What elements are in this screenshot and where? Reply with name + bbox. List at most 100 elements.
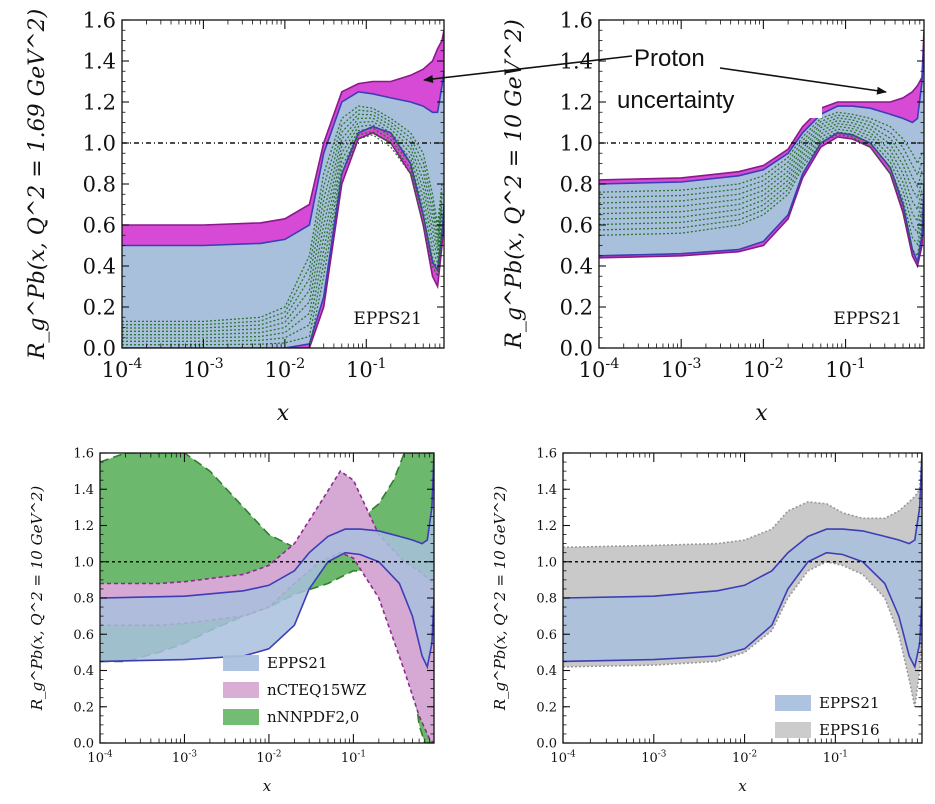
x-tick-label: 10-4: [102, 356, 143, 382]
y-tick-label: 1.2: [560, 90, 593, 114]
band-lower-epps21: [563, 551, 922, 670]
y-tick-label: 0.0: [560, 336, 593, 360]
band-lower-proton-uncertainty: [599, 136, 924, 269]
x-tick-label: 10-3: [661, 356, 702, 382]
y-tick-label: 0.8: [536, 592, 557, 607]
x-axis-label: x: [277, 401, 290, 426]
band-lower-epps21: [122, 125, 444, 348]
band-epps21: [563, 453, 922, 667]
x-tick-label: 10-2: [743, 356, 784, 382]
y-tick-label: 1.4: [83, 49, 116, 73]
band-epps16: [563, 453, 922, 707]
panel-2: 0.00.20.40.60.81.01.21.41.610-4 10-3 10-2 1…: [502, 8, 925, 426]
replica-curve: [599, 128, 923, 235]
y-tick-label: 1.0: [560, 131, 593, 155]
y-tick-label: 1.0: [536, 555, 557, 570]
replica-curve: [122, 109, 443, 326]
band-upper-epps16: [563, 453, 922, 549]
band-lower-epps16: [563, 560, 922, 707]
y-tick-label: 0.2: [536, 700, 557, 715]
band-upper-ncteq15wz: [100, 469, 434, 585]
annotation-line1: Proton: [634, 45, 705, 72]
y-tick-label: 1.6: [560, 8, 593, 32]
band-upper-epps21: [122, 71, 444, 247]
x-tick-label: 10-4: [550, 750, 576, 766]
replica-curve: [122, 117, 443, 332]
y-tick-label: 0.4: [536, 664, 557, 679]
x-tick-label: 10-1: [346, 356, 387, 382]
annotation-arrow-right: [719, 67, 887, 95]
y-tick-label: 1.2: [536, 519, 557, 534]
replica-curve: [599, 117, 923, 204]
replica-curve: [599, 111, 923, 193]
y-axis-label: R_g^Pb(x, Q^2 = 1.69 GeV^2): [25, 9, 50, 360]
y-tick-label: 1.4: [536, 483, 557, 498]
replica-curve: [599, 114, 923, 199]
replica-curve: [599, 134, 923, 258]
x-tick-label: 10-4: [579, 356, 620, 382]
panel-label: EPPS21: [353, 309, 422, 329]
replica-curve: [122, 105, 443, 323]
x-axis-label: x: [263, 777, 272, 795]
band-lower-epps21: [100, 551, 434, 670]
x-tick-label: 10-2: [732, 750, 757, 766]
y-tick-label: 0.8: [73, 592, 94, 607]
x-tick-label: 10-3: [641, 750, 666, 766]
replica-curve: [599, 122, 923, 215]
band-upper-proton-uncertainty: [122, 30, 444, 226]
legend-swatch: [775, 695, 811, 711]
y-tick-label: 1.6: [73, 447, 94, 462]
y-tick-label: 0.4: [83, 254, 116, 278]
x-tick-label: 10-1: [823, 750, 848, 766]
legend-swatch: [223, 709, 259, 725]
band-upper-proton-uncertainty: [599, 30, 924, 181]
y-tick-label: 0.2: [83, 295, 116, 319]
y-tick-label: 0.0: [73, 737, 94, 752]
replica-curve: [122, 127, 443, 342]
y-tick-label: 0.0: [83, 336, 116, 360]
legend-label: EPPS21: [267, 654, 328, 672]
y-tick-label: 0.2: [73, 700, 94, 715]
y-axis-label: R_g^Pb(x, Q^2 = 10 GeV^2): [502, 19, 527, 349]
legend-swatch: [223, 682, 259, 698]
legend-label: EPPS21: [819, 694, 880, 712]
band-lower-epps21: [599, 131, 924, 265]
x-tick-label: 10-4: [87, 750, 113, 766]
annotation-line2: uncertainty: [617, 87, 734, 114]
y-tick-label: 0.6: [73, 628, 94, 643]
replica-curve: [599, 131, 923, 246]
y-tick-label: 1.0: [73, 555, 94, 570]
legend-label: nCTEQ15WZ: [267, 681, 366, 699]
y-axis-label: R_g^Pb(x, Q^2 = 10 GeV^2): [491, 486, 509, 712]
x-tick-label: 10-3: [172, 750, 197, 766]
y-tick-label: 1.6: [83, 8, 116, 32]
y-tick-label: 1.0: [83, 131, 116, 155]
panel-4: 0.0 0.2 0.4 0.6 0.8 1.0 1.2 1.4 1.6 10-4 10-3 10-2 1…: [491, 447, 923, 795]
replica-curve: [122, 130, 443, 346]
replica-curve: [122, 120, 443, 336]
replica-curve: [599, 125, 923, 223]
legend-label: nNNPDF2,0: [267, 708, 359, 726]
y-tick-label: 0.4: [73, 664, 94, 679]
y-tick-label: 0.0: [536, 737, 557, 752]
y-tick-label: 0.2: [560, 295, 593, 319]
band-upper-epps21: [100, 453, 434, 599]
band-epps21: [100, 453, 434, 667]
x-axis-label: x: [755, 401, 768, 426]
x-tick-label: 10-2: [256, 750, 281, 766]
x-tick-label: 10-3: [183, 356, 224, 382]
x-tick-label: 10-2: [265, 356, 306, 382]
proton-annotation: Proton uncertainty: [423, 38, 887, 118]
annotation-arrow-left: [423, 55, 633, 83]
band-epps21: [122, 71, 444, 348]
x-tick-label: 10-1: [825, 356, 866, 382]
legend-swatch: [223, 655, 259, 671]
y-tick-label: 1.6: [536, 447, 557, 462]
band-lower-proton-uncertainty: [122, 131, 444, 348]
y-tick-label: 0.8: [560, 172, 593, 196]
band-upper-epps21: [563, 453, 922, 599]
legend: EPPS21 EPPS16: [775, 694, 880, 739]
band-upper-epps21: [599, 40, 924, 185]
y-tick-label: 0.4: [560, 254, 593, 278]
